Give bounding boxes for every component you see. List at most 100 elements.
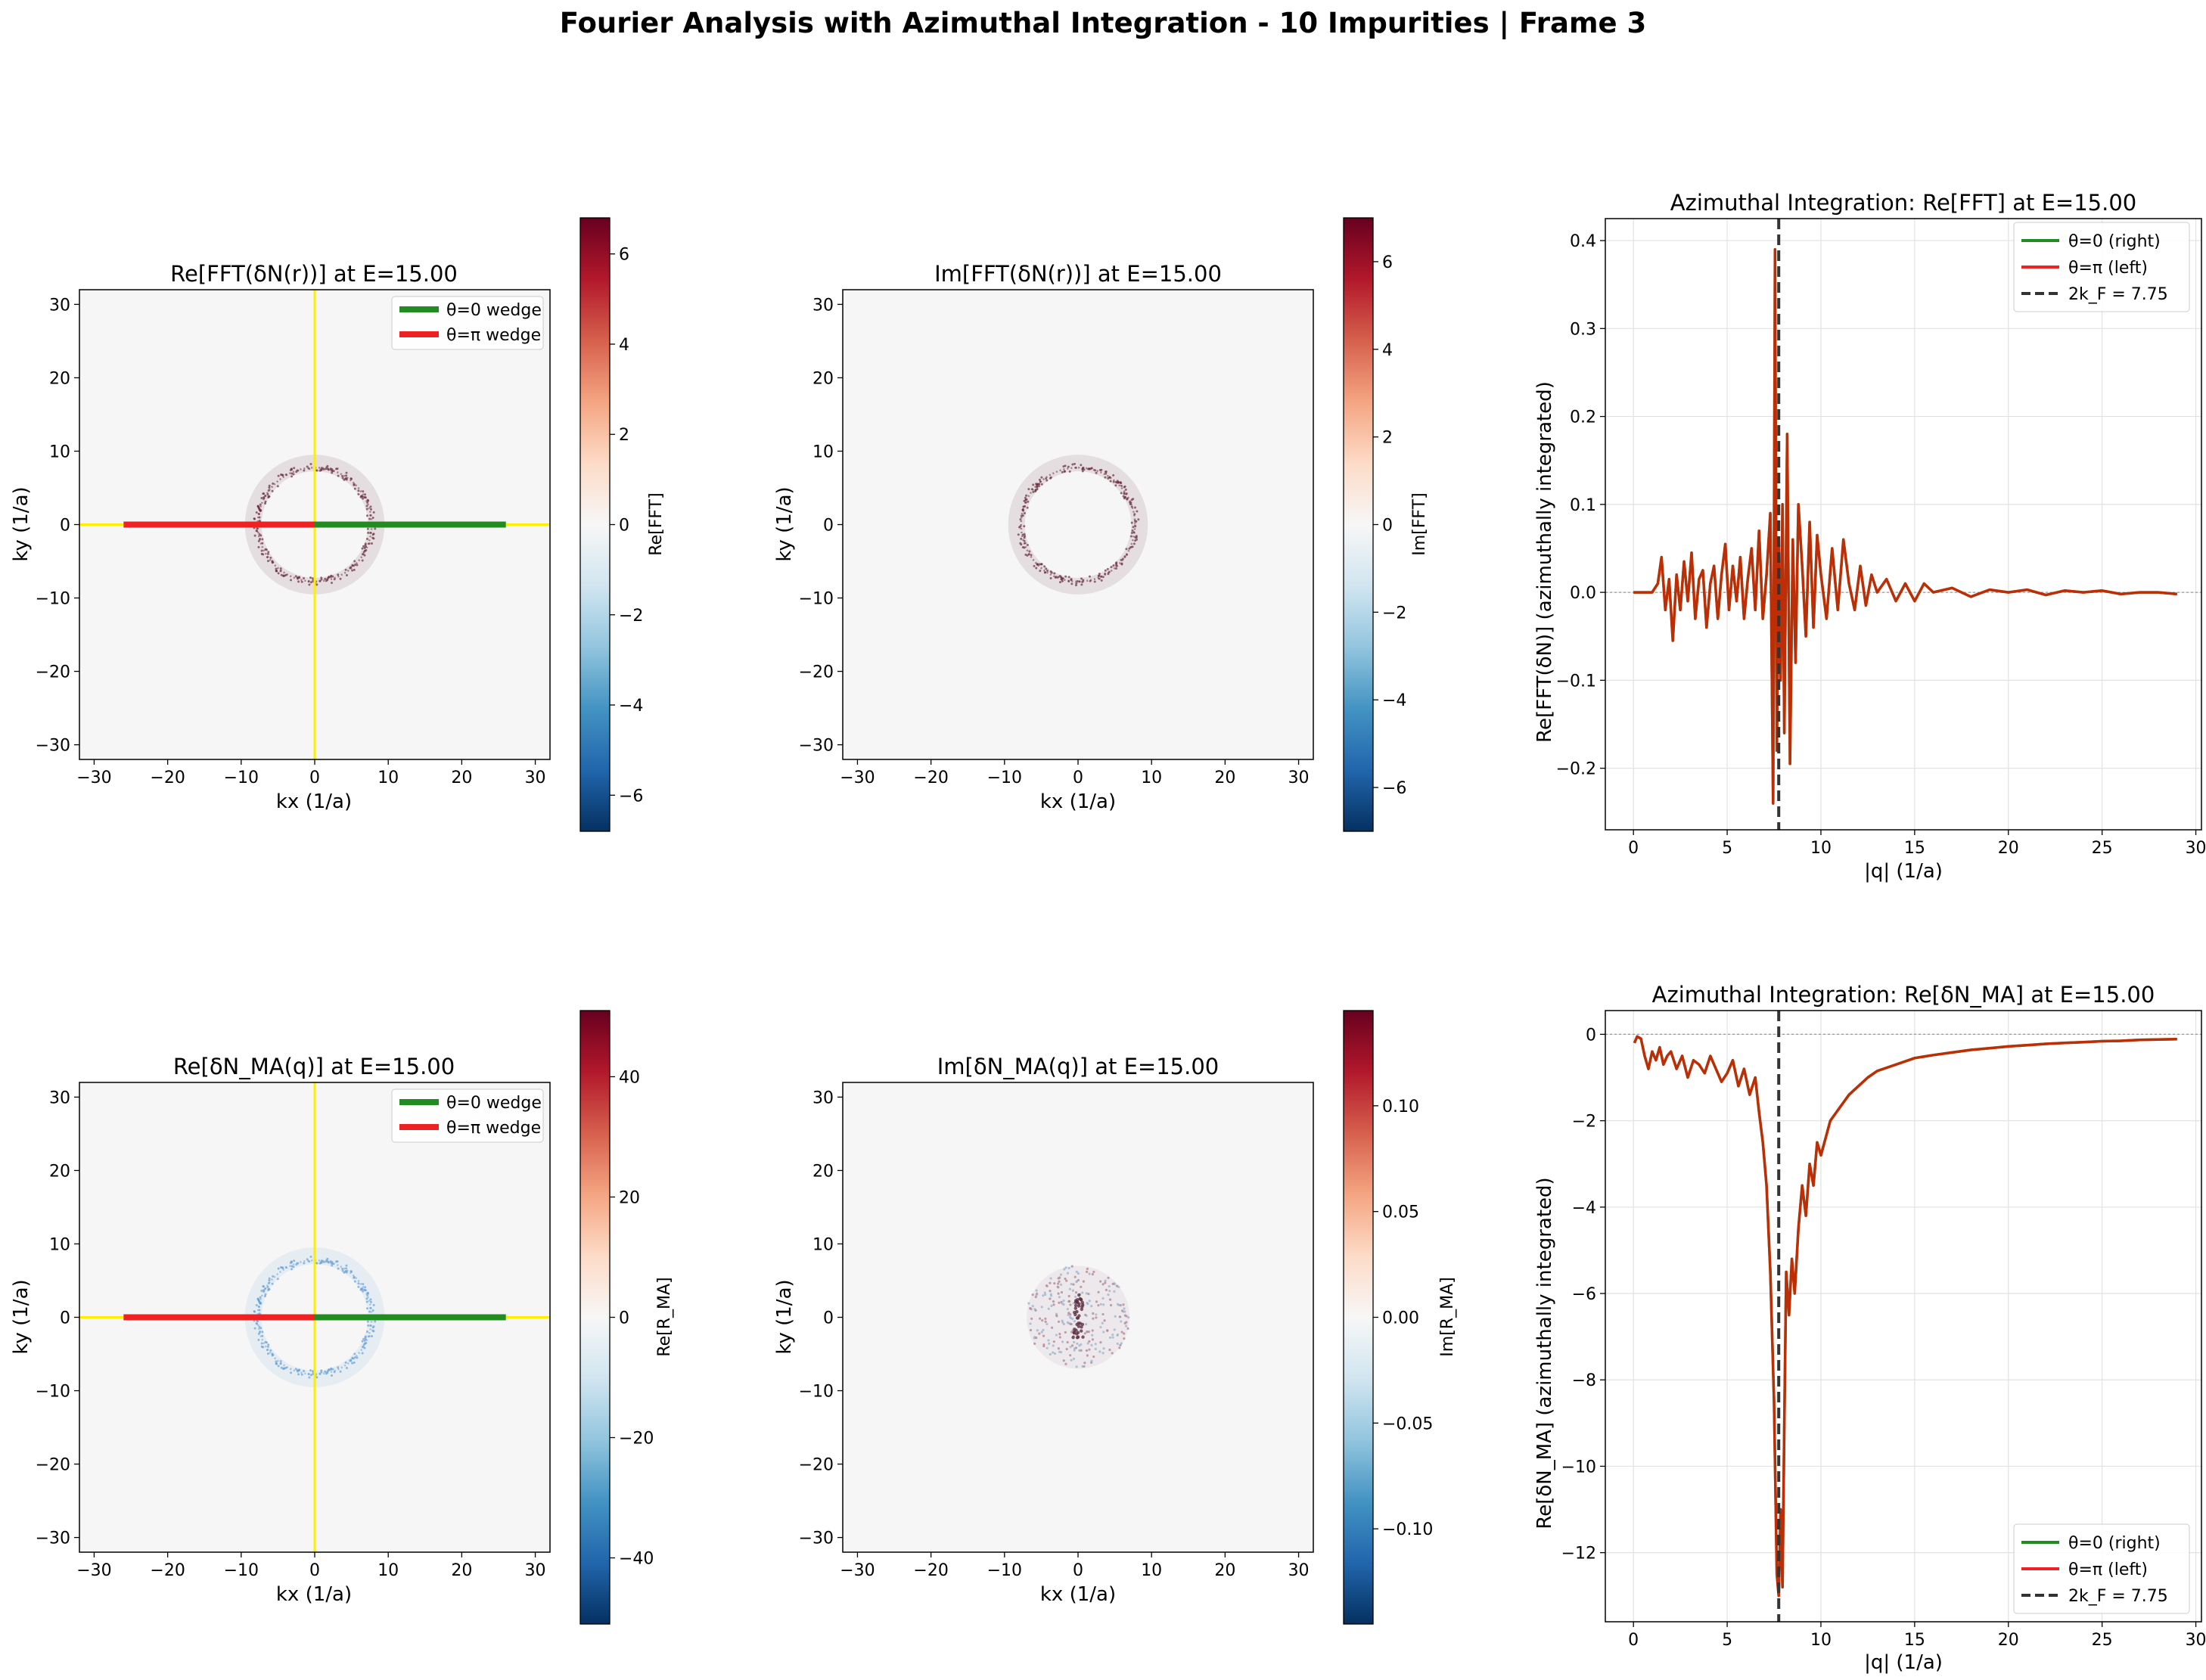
speckle xyxy=(1024,535,1027,538)
speckle xyxy=(1046,1322,1049,1326)
speckle xyxy=(1102,1303,1105,1306)
panel-im-nma-heatmap: Im[δN_MA(q)] at E=15.00 kx (1/a) ky (1/a… xyxy=(773,1010,1457,1625)
y-tick-label: −20 xyxy=(36,1456,70,1475)
speckle xyxy=(1073,1328,1077,1331)
speckle xyxy=(1057,1347,1060,1350)
speckle xyxy=(1068,470,1071,473)
colorbar-tick-label: 2 xyxy=(1382,429,1393,448)
speckle xyxy=(1025,494,1028,497)
speckle xyxy=(369,531,372,534)
heatmap-plot xyxy=(842,1082,1314,1553)
speckle xyxy=(1076,1335,1080,1339)
speckle xyxy=(1081,467,1084,470)
speckle xyxy=(291,475,294,478)
speckle xyxy=(1130,498,1133,502)
y-tick-label: 10 xyxy=(812,443,834,461)
speckle xyxy=(1068,1315,1072,1318)
speckle xyxy=(1075,1280,1078,1283)
speckle xyxy=(1114,484,1117,487)
speckle xyxy=(369,1300,372,1303)
panel-title: Im[δN_MA(q)] at E=15.00 xyxy=(937,1054,1219,1079)
x-tick-label: 30 xyxy=(525,1561,546,1580)
speckle xyxy=(1073,1306,1077,1310)
speckle xyxy=(320,576,323,579)
colorbar-tick-label: 2 xyxy=(619,426,629,445)
speckle xyxy=(309,576,312,579)
speckle xyxy=(268,484,271,487)
speckle xyxy=(297,1369,300,1372)
speckle xyxy=(1064,464,1067,467)
speckle xyxy=(371,516,374,519)
speckle xyxy=(1078,1344,1081,1347)
speckle xyxy=(1088,1348,1091,1351)
speckle xyxy=(266,552,269,555)
speckle xyxy=(255,511,258,514)
speckle xyxy=(1095,1313,1098,1316)
speckle xyxy=(351,1356,354,1359)
speckle xyxy=(261,1334,264,1337)
y-tick-label: 10 xyxy=(812,1235,834,1254)
speckle xyxy=(372,533,375,536)
speckle xyxy=(1029,1307,1032,1310)
speckle xyxy=(320,1259,323,1262)
speckle xyxy=(267,1343,270,1346)
speckle xyxy=(1040,1306,1043,1309)
speckle xyxy=(1073,1340,1076,1343)
speckle xyxy=(263,497,266,500)
y-tick-label: 0.2 xyxy=(1570,408,1596,427)
speckle xyxy=(1063,470,1066,473)
y-tick-label: −30 xyxy=(799,1529,834,1548)
speckle xyxy=(1056,1285,1059,1288)
panel-title: Re[FFT(δN(r))] at E=15.00 xyxy=(170,261,458,287)
legend: θ=0 wedge θ=π wedge xyxy=(391,296,544,350)
speckle xyxy=(1045,477,1048,480)
speckle xyxy=(327,468,330,471)
speckle xyxy=(1034,1309,1037,1312)
speckle xyxy=(266,1345,269,1348)
speckle xyxy=(291,468,294,471)
speckle xyxy=(1104,476,1107,479)
speckle xyxy=(1088,1300,1092,1303)
y-tick-label: 30 xyxy=(49,296,70,315)
speckle xyxy=(1101,1296,1105,1300)
x-tick-label: 10 xyxy=(378,769,399,787)
speckle xyxy=(1028,550,1031,553)
speckle xyxy=(1067,1312,1070,1315)
y-tick-label: −8 xyxy=(1572,1371,1596,1390)
legend-label-theta0-wedge: θ=0 wedge xyxy=(446,301,542,320)
speckle xyxy=(1107,1293,1110,1296)
speckle xyxy=(1123,1332,1126,1335)
speckle xyxy=(1073,1275,1077,1278)
speckle xyxy=(1111,1282,1114,1285)
speckle xyxy=(260,496,263,499)
speckle xyxy=(1067,579,1070,582)
speckle xyxy=(290,579,293,582)
colorbar-tick-label: 0.05 xyxy=(1382,1203,1419,1222)
speckle xyxy=(1027,500,1030,503)
colorbar-tick-label: −2 xyxy=(619,607,643,626)
speckle xyxy=(353,1361,356,1364)
speckle xyxy=(284,1265,287,1269)
speckle xyxy=(1070,1331,1073,1334)
speckle xyxy=(1104,1281,1107,1284)
speckle xyxy=(1067,465,1070,468)
speckle xyxy=(1039,570,1042,573)
speckle xyxy=(259,503,262,506)
colorbar-tick-label: −20 xyxy=(619,1430,654,1449)
speckle xyxy=(1045,567,1048,570)
speckle xyxy=(361,553,364,556)
colorbar-tick-label: −6 xyxy=(619,787,643,806)
speckle xyxy=(1061,1319,1064,1322)
speckle xyxy=(1119,1343,1122,1346)
speckle xyxy=(368,1335,371,1338)
speckle xyxy=(1130,532,1133,535)
speckle xyxy=(367,531,370,534)
x-tick-label: 30 xyxy=(2186,1631,2206,1650)
speckle xyxy=(267,551,270,554)
speckle xyxy=(1078,1296,1082,1301)
speckle xyxy=(1103,1319,1106,1322)
speckle xyxy=(1024,505,1027,508)
speckle xyxy=(1097,1290,1100,1293)
x-tick-label: 20 xyxy=(451,769,472,787)
speckle xyxy=(365,505,368,508)
